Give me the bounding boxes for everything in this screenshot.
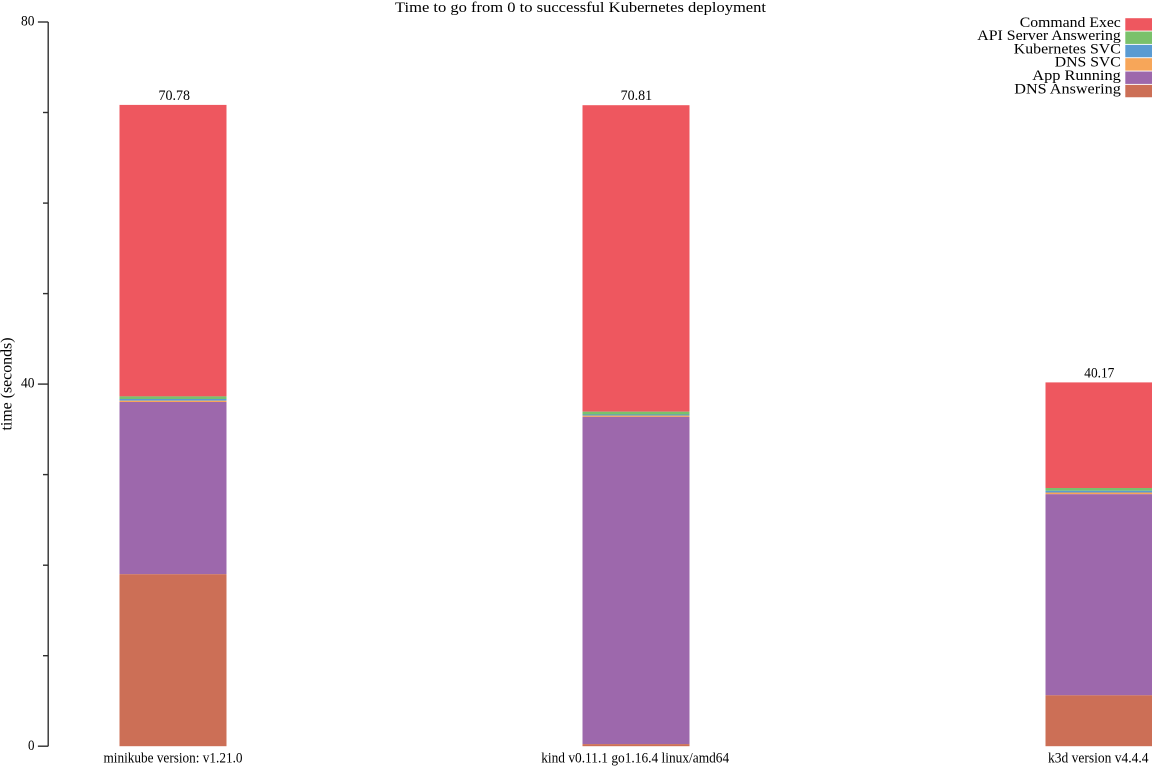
svg-text:80: 80 [21,14,35,30]
svg-text:API Server Answering: API Server Answering [977,28,1121,44]
svg-text:time (seconds): time (seconds) [0,338,16,431]
svg-text:70.81: 70.81 [621,88,653,104]
svg-text:App Running: App Running [1032,68,1121,84]
svg-text:DNS SVC: DNS SVC [1055,55,1121,71]
svg-text:kind v0.11.1 go1.16.4 linux/am: kind v0.11.1 go1.16.4 linux/amd64 [541,751,729,767]
svg-text:70.78: 70.78 [159,88,191,104]
svg-text:DNS Answering: DNS Answering [1014,81,1121,97]
svg-text:40.17: 40.17 [1084,365,1114,381]
svg-text:0: 0 [28,738,35,754]
svg-text:k3d version v4.4.4: k3d version v4.4.4 [1048,751,1149,767]
svg-text:Kubernetes SVC: Kubernetes SVC [1014,41,1121,57]
svg-text:Time to go from 0 to successfu: Time to go from 0 to successful Kubernet… [395,0,767,16]
svg-text:minikube version: v1.21.0: minikube version: v1.21.0 [104,751,243,767]
svg-text:Command Exec: Command Exec [1020,15,1121,31]
svg-text:40: 40 [21,376,35,392]
